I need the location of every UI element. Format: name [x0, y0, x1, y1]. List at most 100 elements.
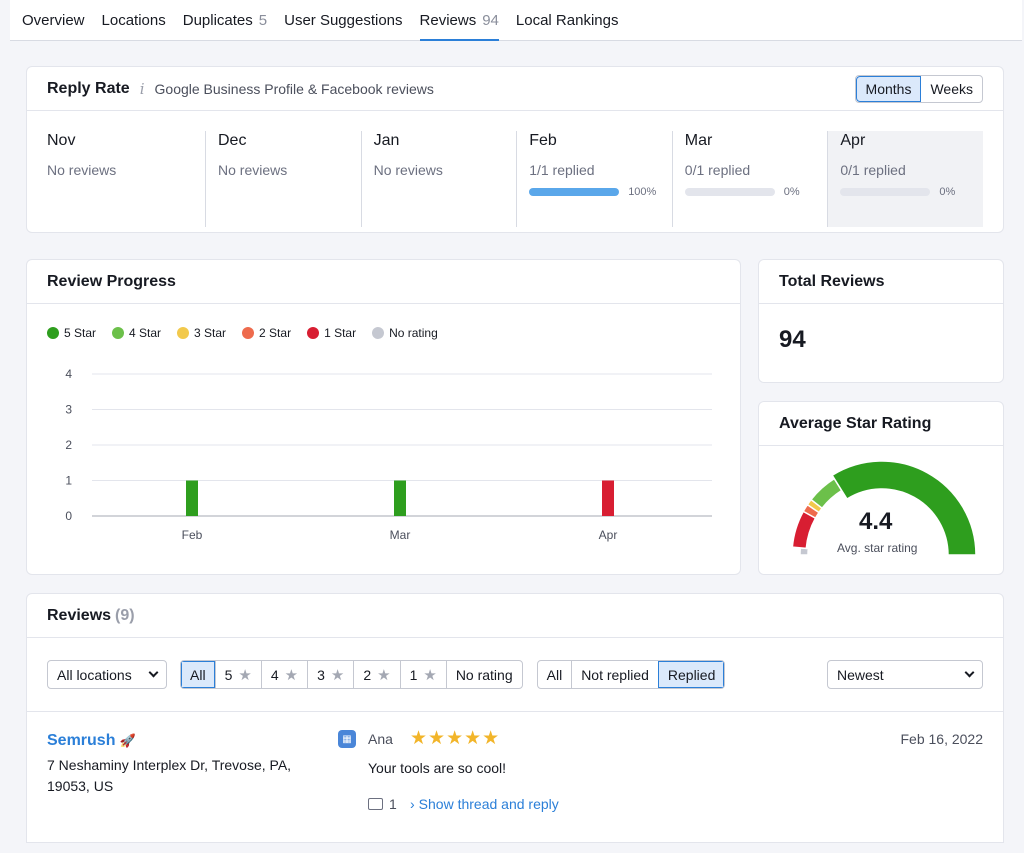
month-status: 1/1 replied	[529, 162, 595, 178]
bar-apr-1-star[interactable]	[602, 480, 614, 517]
rating-filter-all[interactable]: All	[181, 661, 215, 688]
location-select-value: All locations	[57, 666, 132, 683]
rating-filter-1[interactable]: 1 ★	[399, 661, 446, 688]
y-tick-label: 1	[65, 474, 72, 488]
legend-item[interactable]: 2 Star	[242, 326, 291, 340]
legend-item[interactable]: 4 Star	[112, 326, 161, 340]
y-tick-label: 2	[65, 438, 72, 452]
legend-item[interactable]: 3 Star	[177, 326, 226, 340]
sort-select[interactable]: Newest	[827, 660, 983, 689]
gauge-segment	[831, 460, 977, 556]
weeks-button[interactable]: Weeks	[930, 80, 973, 97]
months-button[interactable]: Months	[855, 75, 922, 102]
star-icon: ★	[238, 666, 252, 684]
average-rating-card: Average Star Rating 4.4 Avg. star rating	[758, 401, 1004, 575]
month-feb: Feb 1/1 replied 100%	[516, 131, 672, 227]
month-mar: Mar 0/1 replied 0%	[671, 131, 828, 227]
business-name[interactable]: Semrush 🚀	[47, 732, 136, 750]
total-reviews-card: Total Reviews 94	[758, 259, 1004, 383]
month-name: Mar	[684, 132, 713, 149]
rating-filter-no-rating[interactable]: No rating	[445, 661, 522, 688]
star-icon: ★	[423, 666, 437, 684]
comment-icon	[368, 798, 383, 810]
month-name: Jan	[373, 132, 400, 149]
legend-label: No rating	[389, 326, 438, 340]
show-thread-label: Show thread and reply	[418, 796, 559, 812]
reply-filter-replied[interactable]: Replied	[657, 661, 725, 688]
y-tick-label: 0	[65, 509, 72, 523]
review-progress-chart: 0 1 2 3 4 Feb Mar Apr	[65, 367, 712, 542]
review-author: Ana	[368, 731, 393, 747]
month-status: No reviews	[218, 162, 288, 178]
legend-item[interactable]: 5 Star	[47, 326, 96, 340]
reply-percent: 0%	[939, 186, 956, 198]
legend-dot-icon	[372, 327, 385, 339]
legend-item[interactable]: No rating	[372, 326, 438, 340]
months-row: Nov No reviews Dec No reviews Jan No rev…	[47, 131, 983, 227]
reviews-card: Reviews (9) All locations All 5 ★ 4 ★ 3 ★ 2 ★ 1 ★ N…	[26, 593, 1004, 843]
google-business-icon: ▦	[338, 730, 356, 748]
reply-progress-bar	[684, 188, 775, 196]
tab-label: Local Rankings	[515, 11, 619, 29]
review-stars: ★★★★★	[410, 728, 501, 749]
legend-dot-icon	[177, 327, 190, 339]
location-select[interactable]: All locations	[47, 660, 167, 689]
month-name: Feb	[529, 132, 557, 149]
month-status: 0/1 replied	[840, 162, 906, 178]
reviews-header: Reviews (9)	[27, 594, 1003, 638]
reply-percent: 0%	[783, 186, 800, 198]
x-tick-label: Feb	[182, 528, 203, 542]
month-apr: Apr 0/1 replied 0%	[827, 131, 983, 227]
reply-filter-all[interactable]: All	[546, 666, 563, 683]
top-navigation: Overview Locations Duplicates 5 User Sugg…	[10, 0, 1022, 41]
rating-filter-group: All 5 ★ 4 ★ 3 ★ 2 ★ 1 ★ No rating	[180, 660, 523, 689]
average-rating-title: Average Star Rating	[779, 414, 932, 432]
average-rating-value: 4.4	[859, 508, 893, 535]
rating-filter-5[interactable]: 5 ★	[214, 661, 261, 688]
bar-mar-5-star[interactable]	[394, 480, 406, 517]
reply-progress-fill	[529, 188, 620, 196]
reply-filter-not-replied[interactable]: Not replied	[571, 661, 658, 688]
rating-filter-label: 3	[317, 666, 325, 683]
sort-select-value: Newest	[837, 666, 884, 683]
month-name: Apr	[840, 132, 866, 149]
bar-feb-5-star[interactable]	[186, 480, 198, 517]
x-tick-label: Mar	[390, 528, 411, 542]
period-toggle: Months Weeks	[854, 74, 983, 103]
star-icon: ★	[284, 666, 299, 684]
reply-progress: 100%	[529, 186, 672, 198]
rating-filter-2[interactable]: 2 ★	[353, 661, 399, 688]
tab-user-suggestions[interactable]: User Suggestions	[284, 0, 402, 40]
month-status: No reviews	[373, 162, 443, 178]
review-item: Semrush 🚀 7 Neshaminy Interplex Dr, Trev…	[27, 712, 1003, 832]
legend-dot-icon	[112, 327, 125, 339]
month-nov: Nov No reviews	[47, 131, 205, 227]
month-name: Dec	[218, 132, 247, 149]
rating-filter-label: 2	[363, 666, 372, 683]
chevron-down-icon	[148, 667, 159, 678]
month-status: 0/1 replied	[684, 162, 751, 178]
tab-reviews[interactable]: Reviews 94	[419, 0, 500, 41]
star-icon: ★	[377, 666, 391, 684]
legend-item[interactable]: 1 Star	[307, 326, 356, 340]
tab-locations[interactable]: Locations	[102, 0, 166, 40]
rating-filter-3[interactable]: 3 ★	[307, 661, 353, 688]
gauge-segment	[799, 547, 810, 556]
tab-count: 5	[258, 11, 268, 29]
tab-overview[interactable]: Overview	[22, 0, 85, 40]
tab-label: Overview	[22, 11, 85, 29]
rating-filter-label: All	[190, 666, 206, 683]
legend-label: 2 Star	[259, 326, 292, 340]
show-thread-link[interactable]: › Show thread and reply	[410, 796, 559, 812]
tab-duplicates[interactable]: Duplicates 5	[183, 0, 267, 40]
tab-label: Duplicates	[182, 11, 253, 29]
business-name-text: Semrush	[47, 732, 116, 749]
rating-filter-4[interactable]: 4 ★	[260, 661, 307, 688]
tab-local-rankings[interactable]: Local Rankings	[516, 0, 619, 40]
info-icon[interactable]: i	[139, 79, 145, 98]
reply-progress: 0%	[684, 186, 828, 198]
star-icon: ★	[330, 666, 345, 684]
reply-rate-subtitle: Google Business Profile & Facebook revie…	[154, 80, 434, 97]
reply-rate-card: Reply Rate i Google Business Profile & F…	[26, 66, 1004, 233]
tab-label: User Suggestions	[284, 11, 403, 29]
